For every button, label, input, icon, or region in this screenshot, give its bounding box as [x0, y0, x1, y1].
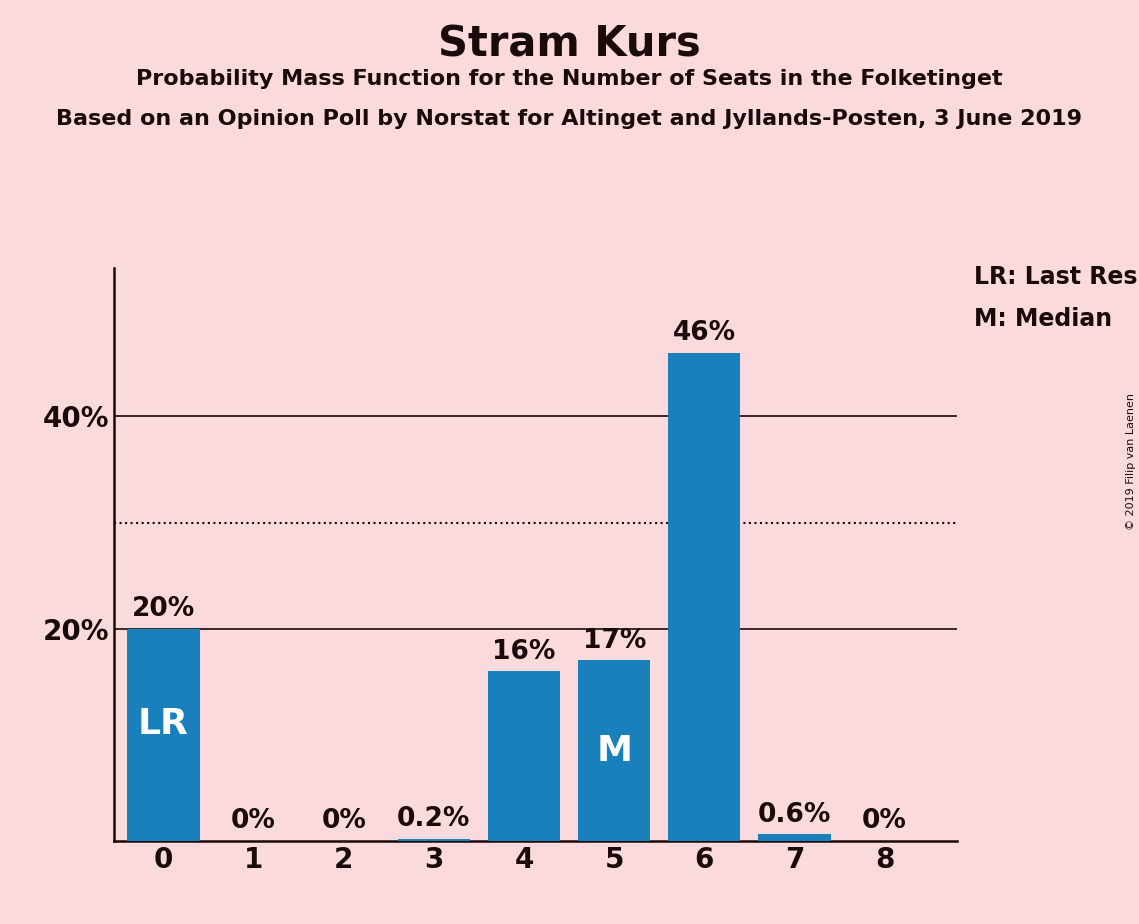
Text: LR: LR: [138, 707, 189, 741]
Bar: [669, 353, 740, 841]
Text: 0%: 0%: [321, 808, 367, 834]
Text: Based on an Opinion Poll by Norstat for Altinget and Jyllands-Posten, 3 June 201: Based on an Opinion Poll by Norstat for …: [57, 109, 1082, 129]
Text: 0.2%: 0.2%: [398, 807, 470, 833]
Bar: [759, 834, 830, 841]
Text: 20%: 20%: [132, 596, 195, 622]
Bar: [487, 671, 560, 841]
Text: 16%: 16%: [492, 638, 556, 664]
Text: 0%: 0%: [231, 808, 276, 834]
Text: 46%: 46%: [673, 321, 736, 346]
Text: M: M: [596, 734, 632, 768]
Text: Probability Mass Function for the Number of Seats in the Folketinget: Probability Mass Function for the Number…: [137, 69, 1002, 90]
Bar: [579, 661, 650, 841]
Text: M: Median: M: Median: [974, 307, 1112, 331]
Bar: [128, 628, 199, 841]
Text: 0%: 0%: [862, 808, 907, 834]
Text: 17%: 17%: [582, 628, 646, 654]
Text: © 2019 Filip van Laenen: © 2019 Filip van Laenen: [1126, 394, 1136, 530]
Text: 0.6%: 0.6%: [757, 802, 831, 828]
Text: Stram Kurs: Stram Kurs: [439, 23, 700, 65]
Text: LR: Last Result: LR: Last Result: [974, 265, 1139, 289]
Bar: [398, 839, 470, 841]
